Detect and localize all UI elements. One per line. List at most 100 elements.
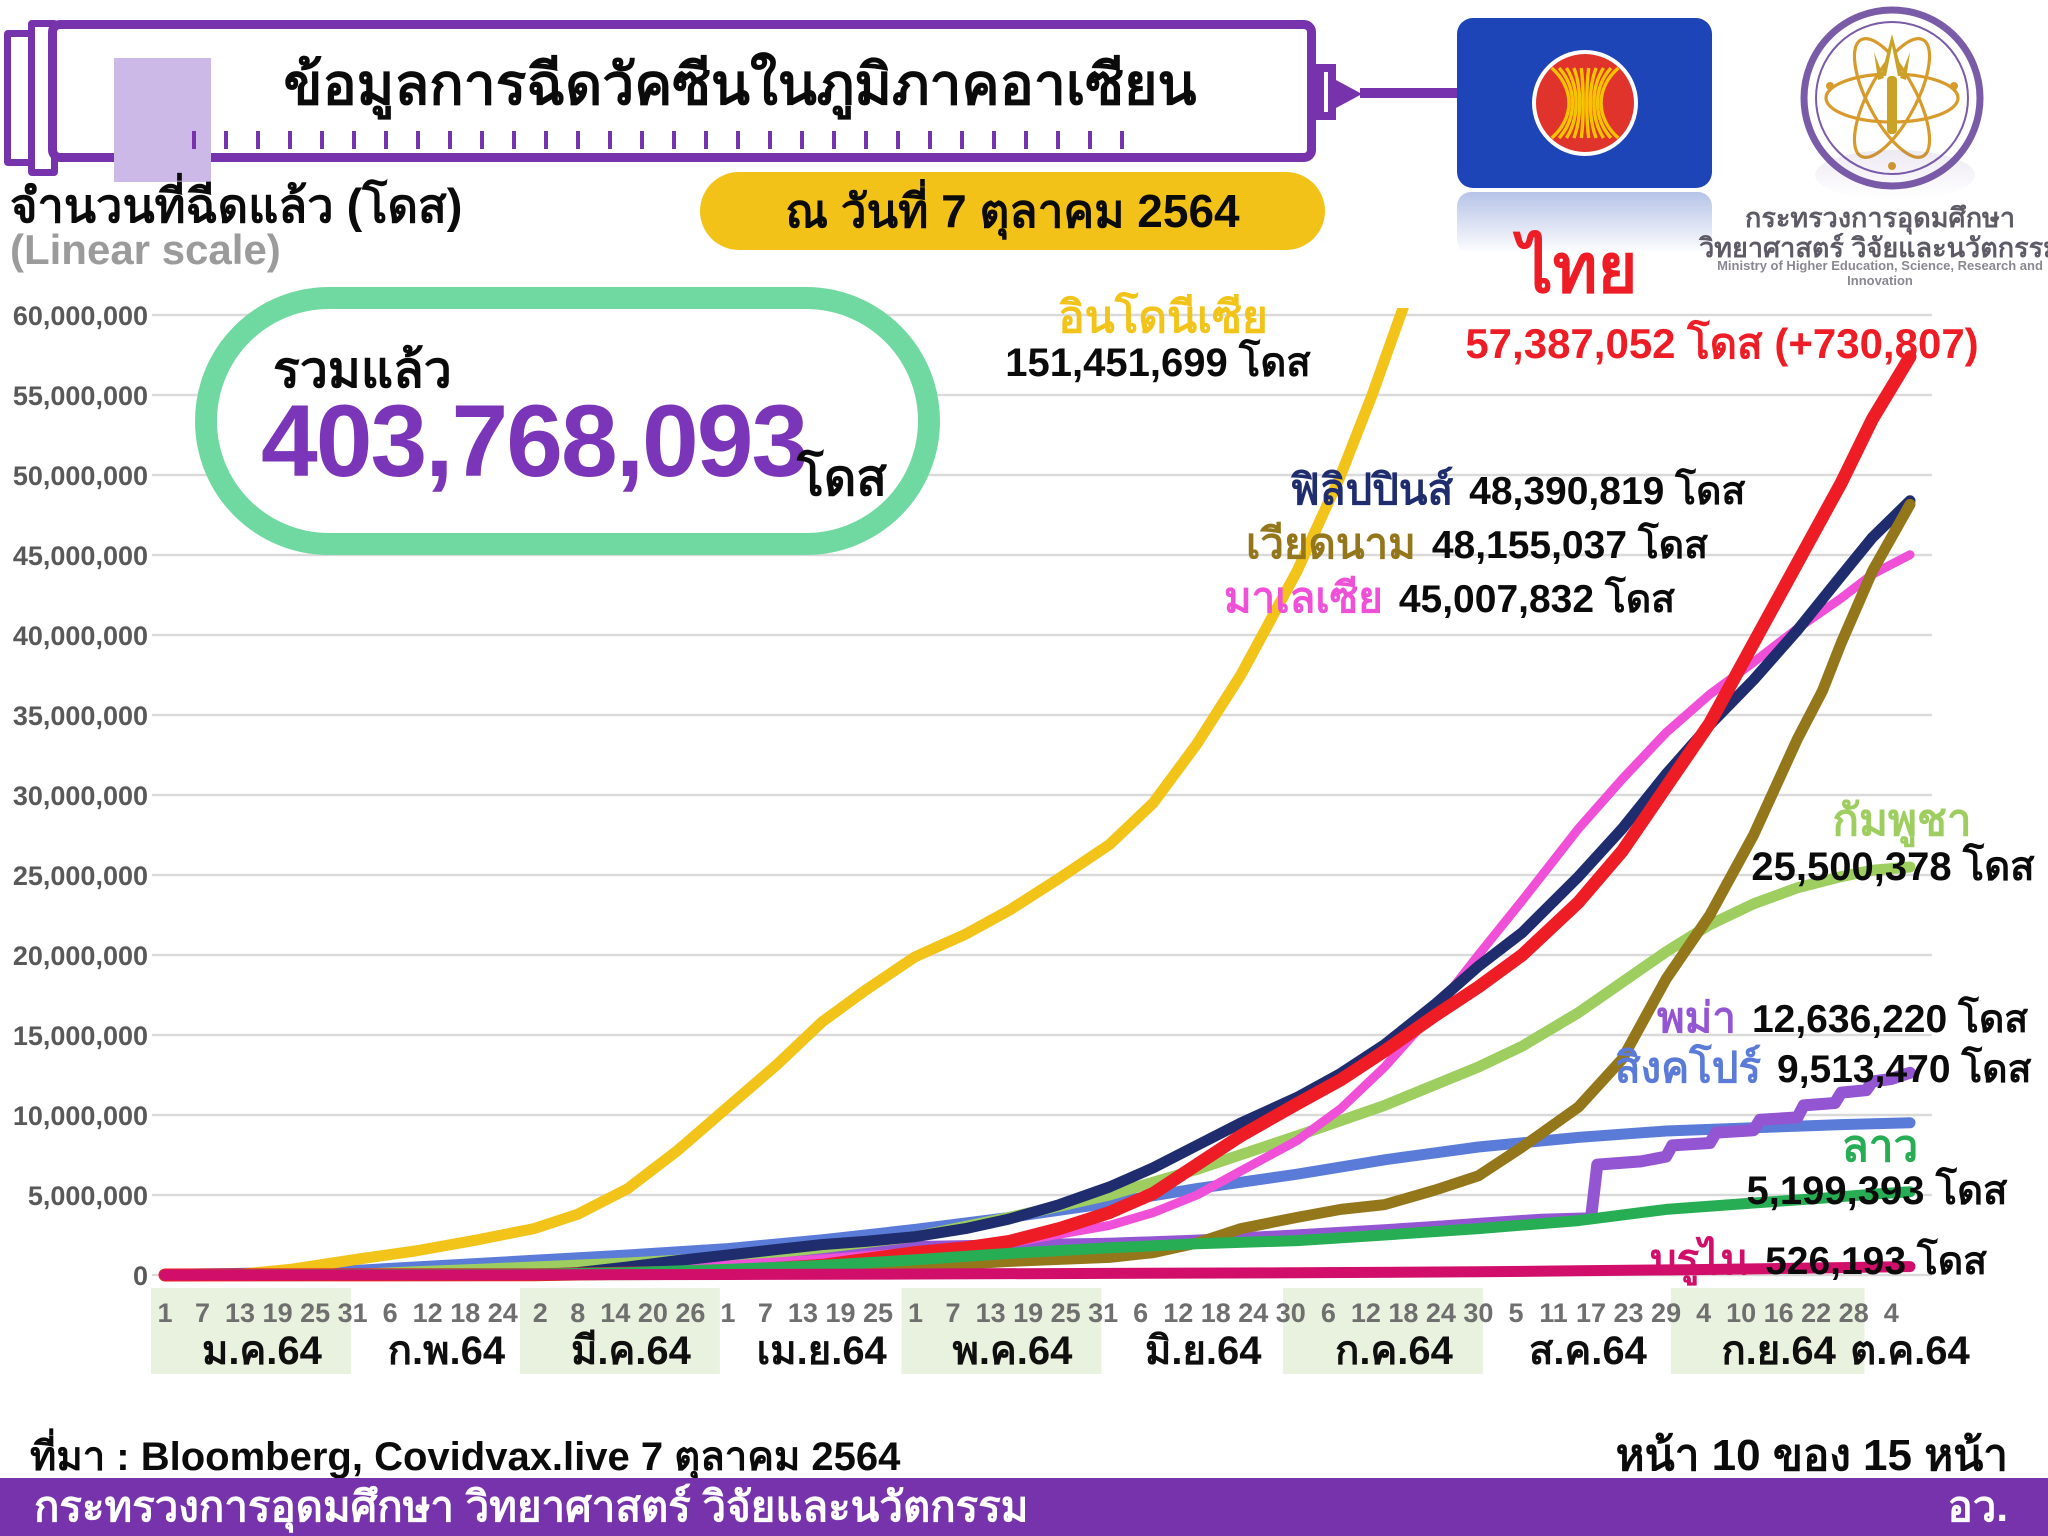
svg-text:มี.ค.64: มี.ค.64	[571, 1329, 692, 1373]
footer-ministry-name: กระทรวงการอุดมศึกษา วิทยาศาสตร์ วิจัยและ…	[34, 1483, 1029, 1530]
svg-text:23: 23	[1614, 1298, 1644, 1328]
svg-text:30: 30	[1276, 1298, 1306, 1328]
svg-text:4: 4	[1696, 1298, 1711, 1328]
svg-text:24: 24	[1238, 1298, 1268, 1328]
svg-text:20,000,000: 20,000,000	[13, 941, 148, 971]
svg-text:40,000,000: 40,000,000	[13, 621, 148, 651]
label-singapore: สิงคโปร์ 9,513,470 โดส	[1615, 1044, 2032, 1091]
svg-text:10,000,000: 10,000,000	[13, 1101, 148, 1131]
y-axis-labels: 0 5,000,000 10,000,000 15,000,000 20,000,000…	[13, 301, 148, 1291]
ministry-logo-icon	[1800, 6, 1984, 190]
svg-text:7: 7	[946, 1298, 961, 1328]
svg-text:13: 13	[225, 1298, 255, 1328]
svg-text:24: 24	[1426, 1298, 1456, 1328]
label-myanmar: พม่า 12,636,220 โดส	[1657, 994, 2029, 1041]
svg-text:18: 18	[450, 1298, 480, 1328]
svg-text:0: 0	[133, 1261, 148, 1291]
svg-text:12: 12	[1163, 1298, 1193, 1328]
svg-text:15,000,000: 15,000,000	[13, 1021, 148, 1051]
asean-flag-icon	[1457, 18, 1712, 188]
label-cambodia: กัมพูชา	[1832, 796, 1972, 845]
page-title: ข้อมูลการฉีดวัคซีนในภูมิภาคอาเซียน	[283, 53, 1197, 117]
ministry-logo-reflection	[1815, 150, 1975, 200]
series-lines	[158, 308, 1917, 1282]
source-citation: ที่มา : Bloomberg, Covidvax.live 7 ตุลาค…	[30, 1435, 901, 1479]
x-axis-ticks: 1 7 13 19 25 31 6 12 18 24 2 8 14 20 26 1 7 13 19 25 1 7 13 19 2…	[157, 1298, 1898, 1328]
svg-text:30: 30	[1463, 1298, 1493, 1328]
total-label: รวมแล้ว	[273, 342, 452, 398]
syringe-needle	[1360, 88, 1458, 98]
svg-text:5: 5	[1508, 1298, 1523, 1328]
ministry-name-line2: วิทยาศาสตร์ วิจัยและนวัตกรรม	[1699, 233, 2048, 263]
svg-text:7: 7	[195, 1298, 210, 1328]
svg-text:17: 17	[1576, 1298, 1606, 1328]
flag-reflection	[1457, 192, 1712, 254]
label-indonesia: อินโดนีเซีย	[1058, 293, 1268, 342]
svg-text:ต.ค.64: ต.ค.64	[1850, 1329, 1970, 1373]
svg-text:18: 18	[1388, 1298, 1418, 1328]
svg-text:13: 13	[788, 1298, 818, 1328]
syringe-barrel	[48, 20, 1316, 182]
svg-text:16: 16	[1764, 1298, 1794, 1328]
svg-text:6: 6	[383, 1298, 398, 1328]
label-vietnam: เวียดนาม 48,155,037 โดส	[1246, 520, 1708, 567]
svg-text:19: 19	[1013, 1298, 1043, 1328]
svg-text:11: 11	[1539, 1298, 1568, 1328]
value-indonesia: 151,451,699 โดส	[1005, 341, 1311, 385]
footer-ministry-abbr: อว.	[1947, 1483, 2008, 1530]
ministry-name-en: Ministry of Higher Education, Science, R…	[1717, 258, 2043, 288]
svg-text:25: 25	[300, 1298, 330, 1328]
footer-bar: กระทรวงการอุดมศึกษา วิทยาศาสตร์ วิจัยและ…	[0, 1478, 2048, 1536]
svg-text:เม.ย.64: เม.ย.64	[757, 1329, 888, 1373]
svg-text:1: 1	[720, 1298, 735, 1328]
total-unit: โดส	[797, 450, 887, 506]
svg-text:7: 7	[758, 1298, 773, 1328]
y-axis-title: จำนวนที่ฉีดแล้ว (โดส)	[10, 179, 463, 232]
total-doses-capsule: รวมแล้ว 403,768,093 โดส	[195, 287, 940, 555]
y-axis-scale-note: (Linear scale)	[10, 226, 281, 273]
svg-text:60,000,000: 60,000,000	[13, 301, 148, 331]
svg-text:ก.ย.64: ก.ย.64	[1721, 1329, 1836, 1373]
ministry-name-line1: กระทรวงการอุดมศึกษา	[1745, 203, 2015, 233]
svg-text:22: 22	[1801, 1298, 1831, 1328]
svg-text:19: 19	[263, 1298, 293, 1328]
svg-text:19: 19	[825, 1298, 855, 1328]
svg-text:31: 31	[1088, 1298, 1118, 1328]
svg-text:45,000,000: 45,000,000	[13, 541, 148, 571]
svg-text:5,000,000: 5,000,000	[28, 1181, 148, 1211]
svg-text:31: 31	[338, 1298, 368, 1328]
value-cambodia: 25,500,378 โดส	[1751, 845, 2035, 889]
svg-text:20: 20	[638, 1298, 668, 1328]
total-value: 403,768,093	[261, 384, 808, 498]
svg-text:29: 29	[1651, 1298, 1681, 1328]
svg-text:26: 26	[675, 1298, 705, 1328]
svg-text:28: 28	[1839, 1298, 1869, 1328]
date-badge: ณ วันที่ 7 ตุลาคม 2564	[700, 172, 1325, 250]
asean-paddy-sheaf	[1550, 66, 1620, 140]
svg-text:25: 25	[1051, 1298, 1081, 1328]
svg-text:25: 25	[863, 1298, 893, 1328]
svg-text:1: 1	[157, 1298, 172, 1328]
svg-text:ส.ค.64: ส.ค.64	[1529, 1329, 1648, 1373]
svg-text:50,000,000: 50,000,000	[13, 461, 148, 491]
svg-text:24: 24	[488, 1298, 518, 1328]
month-bands	[151, 1288, 1865, 1374]
label-brunei: บรูไน 526,193 โดส	[1650, 1236, 1987, 1283]
svg-text:14: 14	[600, 1298, 630, 1328]
svg-text:12: 12	[413, 1298, 443, 1328]
svg-text:6: 6	[1133, 1298, 1148, 1328]
svg-text:ก.พ.64: ก.พ.64	[388, 1329, 506, 1373]
svg-text:มิ.ย.64: มิ.ย.64	[1145, 1329, 1262, 1373]
svg-text:ม.ค.64: ม.ค.64	[202, 1329, 323, 1373]
x-axis-month-labels: ม.ค.64 ก.พ.64 มี.ค.64 เม.ย.64 พ.ค.64 มิ.ย.64 ก…	[202, 1329, 1970, 1373]
syringe-graduations	[192, 131, 1124, 149]
svg-text:55,000,000: 55,000,000	[13, 381, 148, 411]
value-thailand: 57,387,052 โดส (+730,807)	[1465, 320, 1979, 367]
svg-text:18: 18	[1201, 1298, 1231, 1328]
svg-text:พ.ค.64: พ.ค.64	[953, 1329, 1074, 1373]
svg-text:10: 10	[1726, 1298, 1756, 1328]
svg-text:35,000,000: 35,000,000	[13, 701, 148, 731]
label-malaysia: มาเลเซีย 45,007,832 โดส	[1224, 574, 1675, 621]
